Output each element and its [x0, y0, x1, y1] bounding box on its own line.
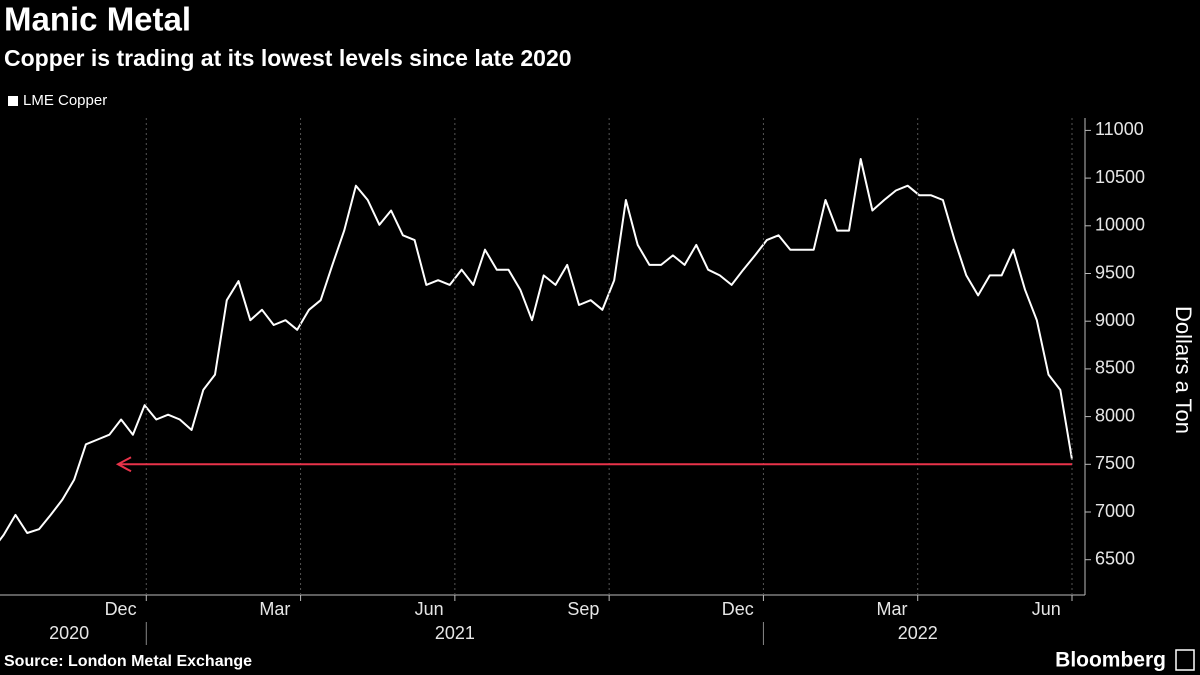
legend-label: LME Copper: [23, 92, 107, 109]
y-tick-label: 8000: [1095, 405, 1135, 425]
y-tick-label: 9500: [1095, 262, 1135, 282]
brand: Bloomberg: [1055, 649, 1166, 672]
x-tick-label: Jun: [415, 599, 444, 619]
x-tick-label: Jun: [1032, 599, 1061, 619]
x-year-label: 2022: [898, 623, 938, 643]
plot-area: [0, 158, 1073, 542]
y-tick-label: 9000: [1095, 310, 1135, 330]
y-tick-label: 11000: [1095, 119, 1144, 139]
reference-arrowhead: [115, 456, 132, 473]
chart-title: Manic Metal: [4, 1, 191, 38]
y-tick-label: 10000: [1095, 215, 1145, 235]
x-year-label: 2020: [49, 623, 89, 643]
x-tick-label: Dec: [722, 599, 754, 619]
y-tick-label: 10500: [1095, 167, 1145, 187]
x-tick-label: Mar: [259, 599, 290, 619]
brand-icon: [1175, 649, 1195, 671]
price-line: [0, 158, 1073, 542]
y-axis-title: Dollars a Ton: [1171, 306, 1196, 434]
x-year-label: 2021: [435, 623, 475, 643]
x-tick-label: Sep: [567, 599, 599, 619]
legend-swatch: [8, 96, 18, 106]
chart-subtitle: Copper is trading at its lowest levels s…: [4, 45, 572, 71]
x-tick-label: Dec: [105, 599, 137, 619]
x-tick-label: Mar: [877, 599, 908, 619]
y-tick-label: 7000: [1095, 501, 1135, 521]
source: Source: London Metal Exchange: [4, 653, 252, 670]
y-tick-label: 7500: [1095, 453, 1135, 473]
y-tick-label: 6500: [1095, 548, 1135, 568]
y-tick-label: 8500: [1095, 358, 1135, 378]
